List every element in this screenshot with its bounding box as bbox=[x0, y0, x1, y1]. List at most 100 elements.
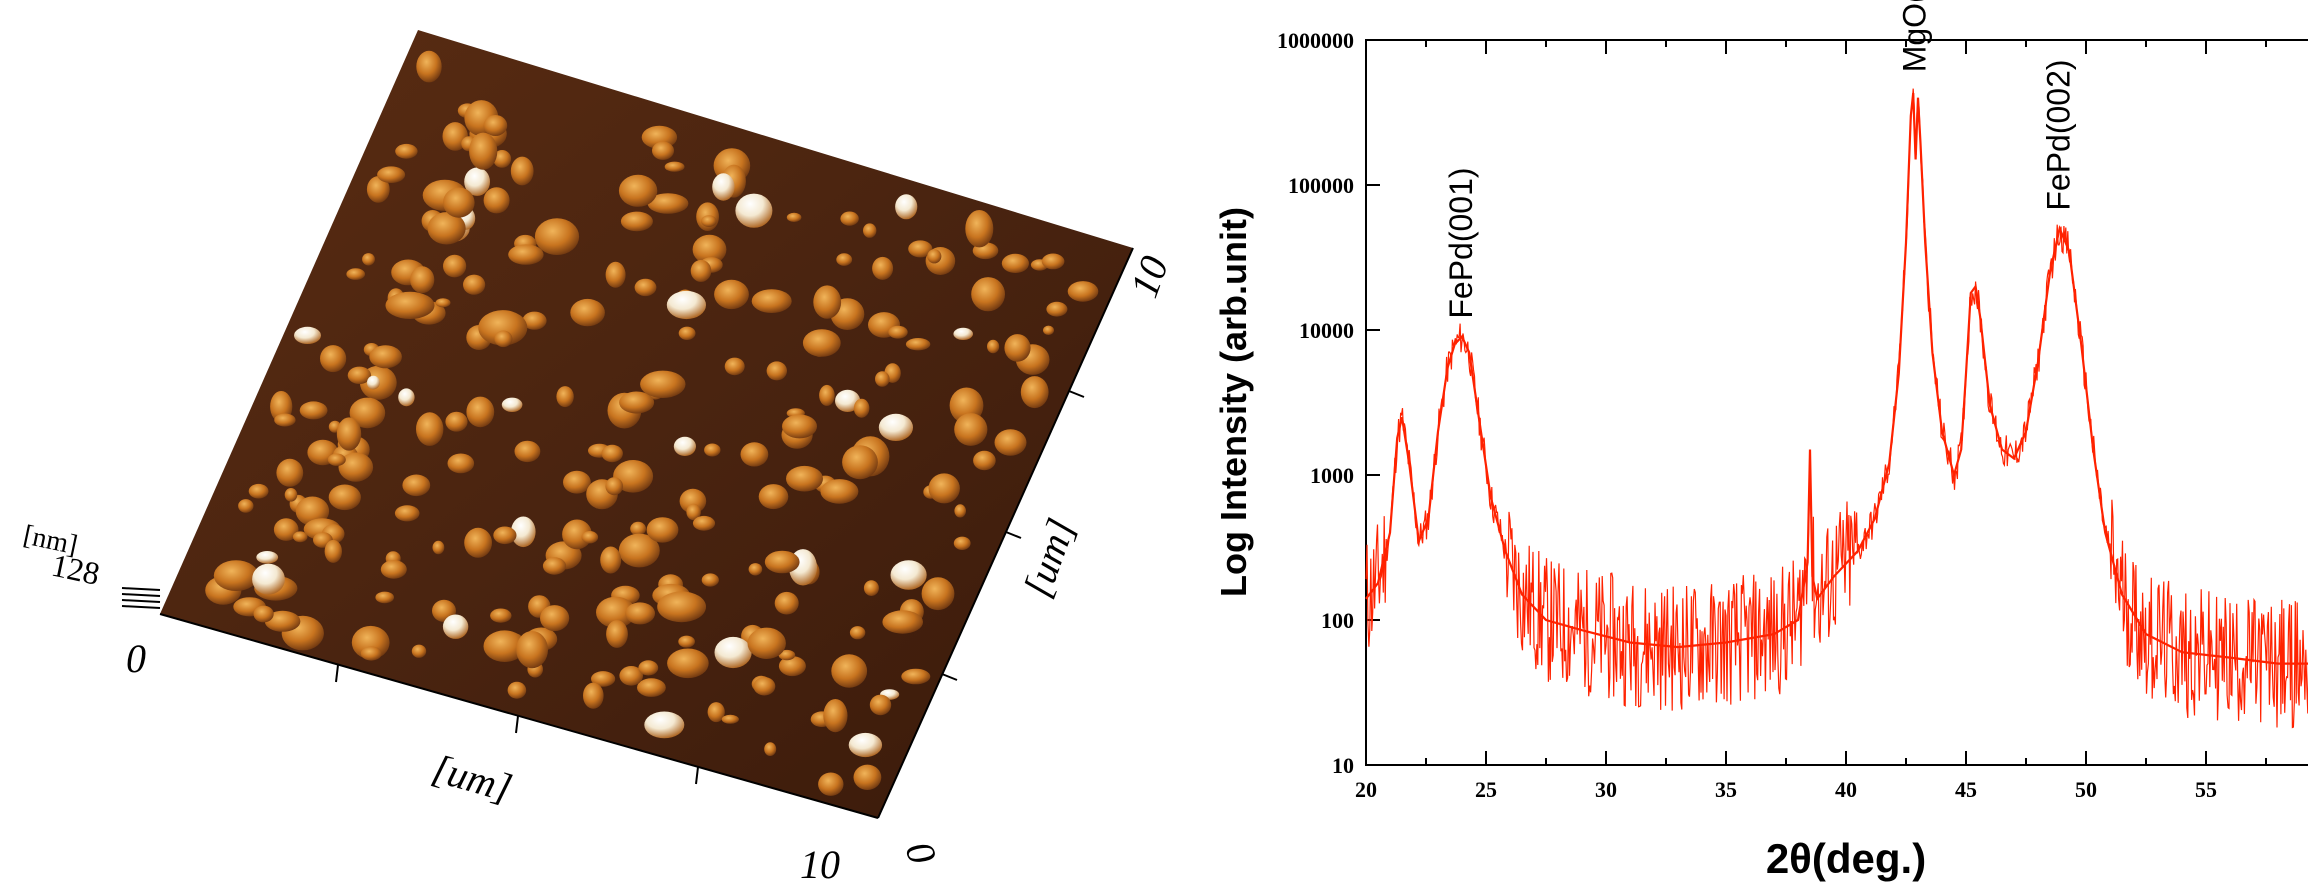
x-tick-label: 20 bbox=[1355, 777, 1377, 802]
afm-grain bbox=[835, 389, 861, 412]
afm-grain bbox=[581, 531, 599, 544]
afm-grain bbox=[667, 648, 709, 679]
xrd-chart: 202530354045505560 101001000100001000001… bbox=[1213, 0, 2308, 882]
y-tick-label: 100000 bbox=[1288, 173, 1354, 198]
afm-grain bbox=[928, 473, 960, 504]
afm-grain bbox=[782, 414, 817, 439]
afm-grain bbox=[591, 671, 616, 687]
afm-grain bbox=[605, 477, 623, 496]
afm-grain bbox=[823, 699, 848, 733]
x-tick-label: 50 bbox=[2075, 777, 2097, 802]
afm-grain bbox=[410, 266, 435, 294]
afm-grain bbox=[605, 261, 626, 288]
afm-grain bbox=[427, 212, 466, 245]
afm-grain bbox=[1041, 253, 1065, 270]
afm-grain bbox=[753, 677, 776, 696]
afm-grain bbox=[905, 338, 931, 351]
afm-grain bbox=[380, 560, 407, 579]
afm-grain bbox=[1004, 334, 1031, 362]
afm-grain bbox=[714, 636, 752, 669]
afm-grain bbox=[442, 614, 469, 639]
afm-grain bbox=[740, 442, 769, 467]
afm-grain bbox=[786, 465, 823, 492]
x-tick-label: 40 bbox=[1835, 777, 1857, 802]
afm-grain bbox=[338, 452, 374, 482]
afm-grain bbox=[252, 563, 285, 595]
afm-grain bbox=[276, 458, 304, 487]
afm-grain bbox=[490, 608, 512, 623]
afm-grain bbox=[953, 536, 971, 550]
afm-grain bbox=[953, 327, 973, 340]
afm-grain bbox=[284, 488, 298, 502]
afm-grain bbox=[921, 577, 955, 611]
afm-grain bbox=[618, 174, 658, 207]
afm-grain bbox=[466, 396, 495, 428]
afm-grain bbox=[637, 678, 666, 697]
afm-grain bbox=[416, 50, 442, 83]
afm-grain bbox=[493, 150, 512, 168]
afm-grain bbox=[704, 443, 721, 457]
afm-grain bbox=[786, 212, 802, 222]
afm-grain bbox=[264, 610, 301, 632]
afm-grain bbox=[508, 244, 544, 265]
afm-grain bbox=[679, 488, 707, 514]
afm-origin-label: 0 bbox=[126, 636, 146, 681]
peak-annotation: FePd(002) bbox=[2041, 59, 2077, 210]
afm-grain bbox=[248, 483, 269, 499]
afm-grain bbox=[652, 141, 674, 160]
afm-y-unit: [um] bbox=[1014, 512, 1084, 603]
afm-grain bbox=[630, 521, 646, 536]
afm-grain bbox=[849, 626, 866, 640]
afm-grain bbox=[908, 240, 933, 258]
afm-grain bbox=[463, 274, 486, 295]
afm-grain bbox=[273, 518, 299, 541]
x-axis-label: 2θ(deg.) bbox=[1766, 835, 1926, 882]
afm-grain bbox=[483, 115, 508, 136]
afm-grain bbox=[556, 386, 574, 408]
afm-grain bbox=[478, 310, 528, 346]
afm-grain bbox=[563, 470, 591, 494]
afm-grain bbox=[692, 234, 727, 265]
afm-grain bbox=[511, 516, 536, 548]
afm-grain bbox=[402, 474, 431, 497]
afm-grain bbox=[707, 702, 725, 723]
afm-grain bbox=[618, 533, 660, 568]
y-tick-label: 10 bbox=[1332, 753, 1354, 778]
afm-grain bbox=[336, 417, 362, 451]
afm-grain bbox=[483, 630, 526, 662]
afm-grain bbox=[901, 668, 931, 685]
peak-annotations: FePd(001) MgO(200) FePd(002) bbox=[1443, 0, 2077, 319]
afm-grain bbox=[678, 326, 696, 340]
afm-grain bbox=[971, 277, 1005, 312]
afm-grain bbox=[721, 714, 739, 724]
afm-grain bbox=[888, 325, 908, 339]
afm-grain bbox=[994, 429, 1027, 456]
afm-grain bbox=[820, 479, 859, 504]
afm-grain bbox=[764, 742, 777, 756]
afm-grain bbox=[987, 339, 1000, 354]
afm-grain bbox=[692, 515, 716, 531]
afm-grain bbox=[863, 580, 879, 596]
afm-grain bbox=[501, 397, 523, 412]
afm-grain bbox=[1043, 325, 1054, 335]
afm-grain bbox=[748, 563, 763, 576]
afm-grain bbox=[398, 388, 415, 407]
afm-grain bbox=[802, 329, 841, 357]
afm-grain bbox=[764, 550, 800, 574]
afm-grain bbox=[464, 527, 492, 558]
afm-grain bbox=[895, 194, 918, 220]
afm-grain bbox=[445, 411, 468, 432]
afm-grain bbox=[213, 560, 259, 591]
afm-grain bbox=[256, 551, 279, 564]
afm-grain bbox=[657, 591, 706, 623]
afm-grain bbox=[510, 156, 534, 186]
afm-grain bbox=[842, 445, 878, 480]
afm-grain bbox=[324, 539, 342, 563]
afm-grain bbox=[813, 285, 842, 319]
afm-grain bbox=[377, 166, 406, 183]
y-tick-label: 100 bbox=[1321, 608, 1354, 633]
peak-annotation: MgO(200) bbox=[1897, 0, 1933, 72]
afm-grain bbox=[292, 531, 308, 543]
afm-grain bbox=[542, 557, 567, 575]
afm-grain bbox=[483, 187, 510, 214]
